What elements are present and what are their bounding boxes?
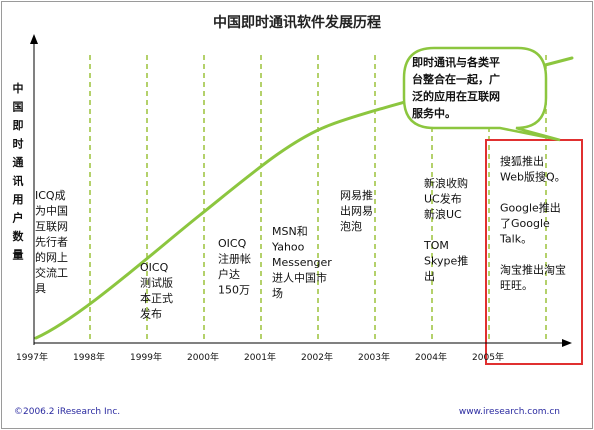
y-axis-label-char: 中: [13, 81, 24, 95]
annotation-line: 出: [424, 269, 435, 283]
annotation-line: 发布: [140, 307, 162, 321]
y-axis-label-char: 通: [13, 156, 24, 169]
x-tick-label: 1999年: [130, 351, 162, 363]
annotation-line: 户达: [218, 267, 240, 281]
annotation-line: Yahoo: [271, 241, 305, 254]
x-tick-label: 2001年: [244, 351, 276, 363]
annotation-line: 旺旺。: [500, 279, 533, 292]
annotation-line: 测试版: [140, 276, 173, 290]
annotation-line: 交流工: [35, 266, 68, 280]
y-axis-label-char: 讯: [13, 175, 24, 188]
annotation-line: TOM: [423, 239, 449, 252]
annotation-line: 先行者: [35, 236, 68, 249]
annotation-line: 了Google: [500, 217, 550, 230]
annotation-line: Skype推: [424, 254, 468, 268]
x-tick-label: 2004年: [415, 351, 447, 363]
annotation-line: 本正式: [140, 291, 173, 305]
annotation-line: Web版搜Q。: [500, 170, 566, 184]
x-tick-label: 2005年: [472, 351, 504, 363]
y-axis-label-char: 国: [13, 101, 24, 114]
axis-layer: 1997年 1998年 1999年 2000年 2001年 2002年 2003年 2004年…: [16, 34, 572, 363]
callout-line: 台整合在一起，广: [412, 72, 500, 86]
annotation-line: 新浪收购: [424, 176, 468, 190]
annotation-line: 具: [35, 282, 46, 295]
annotation-line: Messenger: [272, 256, 332, 269]
y-axis-label-char: 量: [13, 249, 24, 262]
x-tick-label: 2000年: [187, 351, 219, 363]
annotation-line: Talk。: [499, 233, 532, 246]
x-tick-label: 2003年: [358, 351, 390, 363]
annotation-line: 的网上: [35, 250, 68, 264]
y-axis-label-char: 用: [13, 193, 24, 206]
annotation-line: OICQ: [140, 261, 169, 274]
y-axis-arrow: [30, 34, 38, 44]
annotation-line: OICQ: [218, 237, 247, 250]
annotation-line: Google推出: [500, 201, 561, 215]
annotation-line: ICQ成: [35, 189, 66, 202]
x-tick-label: 2002年: [301, 351, 333, 363]
annotation-line: 为中国: [35, 205, 68, 218]
highlight-box: [485, 139, 583, 365]
annotation-line: 注册帐: [218, 252, 251, 266]
callout-line: 即时通讯与各类平: [412, 55, 500, 69]
x-tick-label: 1998年: [73, 351, 105, 363]
callout-line: 泛的应用在互联网: [412, 89, 500, 103]
annotation-line: 淘宝推出淘宝: [500, 263, 566, 277]
y-axis-label-char: 数: [13, 229, 25, 243]
callout-bubble: [402, 46, 561, 142]
annotation-line: 搜狐推出: [500, 154, 544, 168]
annotation-line: 场: [272, 286, 283, 300]
x-tick-label: 1997年: [16, 351, 48, 363]
y-axis-label-char: 户: [13, 211, 24, 225]
annotation-line: 进人中国市: [272, 271, 327, 285]
chart-title: 中国即时通讯软件发展历程: [213, 14, 381, 31]
x-axis-arrow: [562, 339, 572, 347]
y-axis-label-char: 时: [13, 137, 24, 151]
callout-line: 服务中。: [412, 106, 456, 120]
annotation-line: UC发布: [424, 192, 462, 206]
annotation-line: MSN和: [272, 225, 308, 238]
y-axis-label-char: 即: [13, 119, 24, 132]
annotation-line: 出网易: [340, 204, 373, 218]
annotation-line: 泡泡: [340, 219, 362, 233]
annotation-line: 150万: [218, 284, 250, 297]
footer-url: www.iresearch.com.cn: [459, 407, 560, 417]
footer-copyright: ©2006.2 iResearch Inc.: [14, 407, 120, 417]
annotation-line: 互联网: [35, 220, 68, 233]
annotation-line: 网易推: [340, 188, 373, 202]
annotation-line: 新浪UC: [424, 207, 462, 221]
